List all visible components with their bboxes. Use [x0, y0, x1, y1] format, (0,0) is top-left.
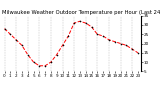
- Text: Milwaukee Weather Outdoor Temperature per Hour (Last 24 Hours): Milwaukee Weather Outdoor Temperature pe…: [2, 10, 160, 15]
